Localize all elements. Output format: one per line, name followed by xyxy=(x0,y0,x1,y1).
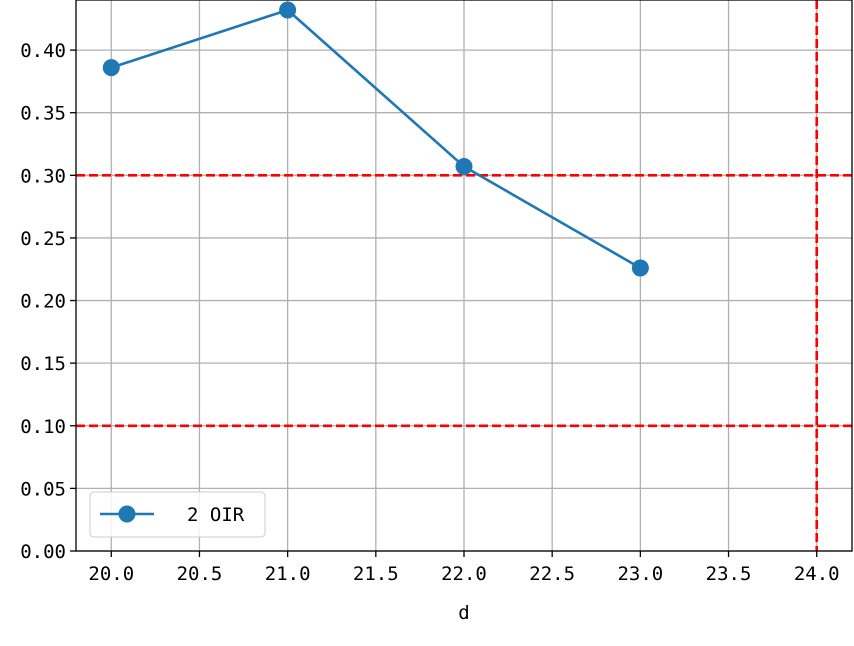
y-tick-label: 0.30 xyxy=(20,165,66,187)
reference-lines xyxy=(76,0,852,551)
y-tick-label: 0.05 xyxy=(20,478,66,500)
y-tick-label: 0.15 xyxy=(20,353,66,375)
grid xyxy=(76,0,852,552)
y-tick-label: 0.25 xyxy=(20,228,66,250)
y-tick-label: 0.40 xyxy=(20,40,66,62)
series-line xyxy=(110,8,642,270)
x-tick-label: 20.0 xyxy=(88,563,134,585)
y-tick-label: 0.10 xyxy=(20,416,66,438)
y-tick-label: 0.35 xyxy=(20,103,66,125)
data-point xyxy=(455,158,473,176)
data-point xyxy=(279,1,297,19)
x-tick-label: 21.5 xyxy=(353,563,399,585)
legend-box xyxy=(89,491,266,538)
data-point xyxy=(631,259,649,277)
x-axis-label: d xyxy=(458,602,469,624)
legend-entry-label: 2 OIR xyxy=(187,504,245,526)
x-tick-label: 23.5 xyxy=(706,563,752,585)
legend: 2 OIR xyxy=(89,491,266,538)
legend-marker-sample xyxy=(118,505,136,523)
x-tick-label: 21.0 xyxy=(265,563,311,585)
y-axis: 0.00 0.05 0.10 0.15 0.20 0.25 0.30 0.35 0.40 xyxy=(20,40,76,563)
x-axis: 20.0 20.5 21.0 21.5 22.0 22.5 23.0 23.5 24.0 xyxy=(88,551,840,585)
series-layer xyxy=(102,1,649,277)
x-tick-label: 20.5 xyxy=(177,563,223,585)
data-point xyxy=(102,59,120,77)
x-tick-label: 23.0 xyxy=(617,563,663,585)
x-tick-label: 22.5 xyxy=(529,563,575,585)
y-tick-label: 0.00 xyxy=(20,541,66,563)
x-tick-label: 24.0 xyxy=(794,563,840,585)
x-tick-label: 22.0 xyxy=(441,563,487,585)
y-tick-label: 0.20 xyxy=(20,291,66,313)
